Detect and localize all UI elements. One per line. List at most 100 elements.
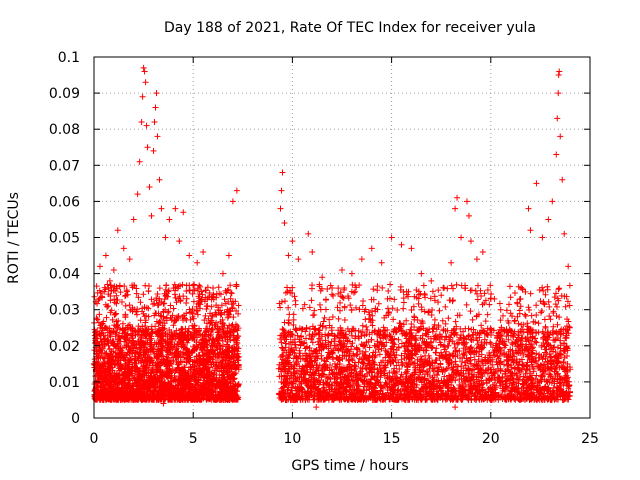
data-point (561, 230, 568, 237)
data-point (408, 245, 415, 252)
data-point (186, 252, 193, 259)
y-tick-labels: 0 0.01 0.02 0.03 0.04 0.05 0.06 0.07 0.08 0.09 0.1 (49, 50, 80, 427)
data-point (114, 227, 121, 234)
data-point (557, 133, 564, 140)
data-point (539, 234, 546, 241)
data-point (225, 252, 232, 259)
y-axis-label: ROTI / TECUs (6, 192, 22, 284)
data-point (452, 205, 459, 212)
data-point (136, 158, 143, 165)
y-tick-label: 0 (71, 411, 80, 427)
data-point (463, 198, 470, 205)
x-tick-label: 20 (482, 431, 500, 447)
data-point (96, 263, 103, 270)
y-tick-label: 0.06 (49, 194, 80, 210)
data-point (313, 404, 320, 411)
chart-title: Day 188 of 2021, Rate Of TEC Index for r… (164, 20, 536, 36)
data-point (277, 205, 284, 212)
data-point (106, 277, 113, 284)
data-points (91, 64, 574, 411)
data-point (162, 234, 169, 241)
y-tick-label: 0.02 (49, 339, 80, 355)
x-axis-label: GPS time / hours (291, 458, 408, 474)
data-point (144, 144, 151, 151)
data-point (152, 104, 159, 111)
x-tick-label: 25 (581, 431, 599, 447)
data-point (305, 230, 312, 237)
data-point (565, 263, 572, 270)
data-point (278, 187, 285, 194)
data-point (465, 212, 472, 219)
data-point (527, 227, 534, 234)
data-point (110, 266, 117, 273)
data-point (172, 205, 179, 212)
data-point (279, 169, 286, 176)
data-point (102, 252, 109, 259)
data-point (487, 295, 494, 302)
data-point (452, 404, 459, 411)
data-point (126, 256, 133, 263)
data-point (154, 133, 161, 140)
data-point (285, 252, 292, 259)
data-point (319, 274, 326, 281)
data-point (507, 310, 514, 317)
data-point (180, 209, 187, 216)
data-point (479, 248, 486, 255)
data-point (141, 68, 148, 75)
data-point (148, 212, 155, 219)
data-point (281, 220, 288, 227)
data-point (438, 292, 445, 299)
data-point (200, 248, 207, 255)
data-point (378, 259, 385, 266)
data-point (545, 216, 552, 223)
data-point (229, 198, 236, 205)
data-point (295, 256, 302, 263)
x-tick-labels: 0 5 10 15 20 25 (90, 431, 599, 447)
data-point (428, 277, 435, 284)
data-point (448, 259, 455, 266)
data-point (555, 72, 562, 79)
data-point (134, 191, 141, 198)
data-point (368, 245, 375, 252)
data-point (329, 285, 336, 292)
data-point (176, 238, 183, 245)
y-tick-label: 0.09 (49, 86, 80, 102)
data-point (160, 400, 167, 407)
y-tick-label: 0.08 (49, 122, 80, 138)
data-point (554, 115, 561, 122)
axis-ticks (93, 56, 591, 419)
y-tick-label: 0.04 (49, 267, 80, 283)
data-point (549, 198, 556, 205)
data-point (388, 234, 395, 241)
data-point (309, 248, 316, 255)
data-point (348, 270, 355, 277)
data-point (289, 238, 296, 245)
data-point (233, 187, 240, 194)
data-point (194, 259, 201, 266)
data-point (138, 118, 145, 125)
data-point (142, 79, 149, 86)
data-point (210, 285, 217, 292)
data-point (219, 270, 226, 277)
data-point (418, 270, 425, 277)
data-point (151, 118, 158, 125)
data-point (139, 93, 146, 100)
data-point (146, 183, 153, 190)
y-tick-label: 0.07 (49, 158, 80, 174)
data-point (497, 306, 504, 313)
data-point (140, 64, 147, 71)
data-point (153, 90, 160, 97)
data-point (473, 256, 480, 263)
data-point (398, 241, 405, 248)
data-point (150, 147, 157, 154)
data-point (358, 256, 365, 263)
data-point (458, 234, 465, 241)
data-point (555, 90, 562, 97)
y-tick-label: 0.01 (49, 375, 80, 391)
data-point (525, 205, 532, 212)
x-tick-label: 10 (283, 431, 301, 447)
data-point (559, 176, 566, 183)
data-point (156, 176, 163, 183)
